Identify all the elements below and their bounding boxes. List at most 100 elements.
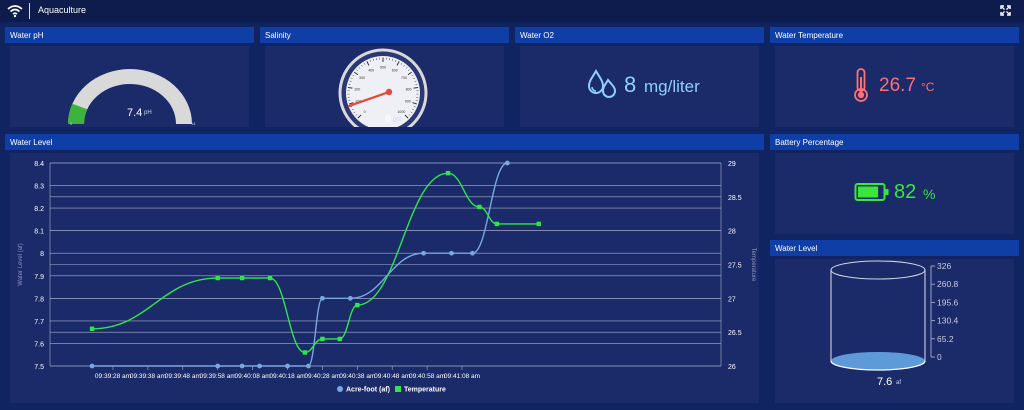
y-right-tick-label: 28 (728, 229, 736, 236)
chart-legend: Acre-foot (af) Temperature (337, 386, 446, 394)
acre-foot-point (449, 250, 454, 256)
salinity-minor-tick (356, 69, 359, 72)
battery-fill-level (858, 186, 879, 198)
legend-marker-temperature (395, 386, 401, 392)
acre-foot-point (306, 363, 311, 369)
salinity-tick-label: 200 (354, 87, 360, 91)
x-tick-label: 09:39:28 am (95, 373, 131, 380)
salinity-major-tick (396, 61, 400, 66)
acre-foot-point (320, 295, 325, 301)
acre-foot-point (239, 363, 245, 369)
ph-min-label: 0 (70, 121, 73, 126)
y-right-tick-label: 26 (728, 364, 736, 371)
y-left-tick-label: 7.6 (34, 341, 44, 348)
salinity-unit: ppt (393, 117, 402, 123)
water-level-chart: 8.4 8.3 8.2 8.1 8 7.9 7.8 7.7 7.6 7.5 29 28.5 28 27.5… (18, 160, 756, 394)
ph-panel-title: Water pH (5, 27, 254, 43)
salinity-tick-label: 100 (355, 100, 361, 104)
salinity-major-tick (412, 102, 417, 105)
acre-foot-point (89, 363, 95, 369)
x-tick-label: 09:40:08 am (235, 373, 271, 380)
series-line-temperature (92, 172, 539, 354)
salinity-minor-tick (410, 111, 413, 114)
app-title: Aquaculture (38, 5, 87, 15)
salinity-minor-tick (361, 64, 363, 67)
tank-scale-label: 326 (937, 261, 951, 271)
legend-marker-acre-foot (337, 386, 343, 392)
salinity-minor-tick (412, 108, 415, 111)
temperature-point (239, 275, 245, 281)
tank-panel: Water Level 326 260.8 195.6 130.4 65.2 0 7.6 … (770, 240, 1019, 406)
salinity-minor-tick (403, 64, 405, 67)
water-level-tank: 326 260.8 195.6 130.4 65.2 0 (830, 260, 959, 371)
fullscreen-icon[interactable] (1000, 5, 1011, 16)
salinity-tick-label: 300 (359, 76, 365, 80)
y-right-axis-label: Temperature (750, 248, 756, 282)
y-right-tick-label: 27 (728, 296, 736, 303)
salinity-minor-tick (407, 69, 410, 72)
salinity-tick-label: 400 (368, 68, 374, 72)
battery-panel-title: Battery Percentage (770, 134, 1019, 150)
salinity-major-tick (413, 86, 419, 89)
temperature-value: 26.7 (879, 75, 916, 96)
y-right-tick-label: 28.5 (728, 195, 742, 202)
y-left-tick-label: 8.2 (34, 206, 44, 213)
salinity-panel: Salinity 0 100 200 300 400 500 600 700 800 900 100… (260, 27, 509, 130)
acre-foot-point (347, 295, 353, 301)
salinity-major-tick (349, 102, 354, 105)
salinity-tick-label: 800 (406, 87, 412, 91)
acre-foot-point (504, 160, 510, 166)
tank-unit: af (896, 380, 902, 386)
salinity-minor-tick (351, 108, 354, 111)
temperature-panel-title: Water Temperature (770, 27, 1019, 43)
salinity-minor-tick (353, 111, 356, 114)
salinity-major-tick (366, 61, 370, 66)
y-left-tick-label: 8.1 (34, 229, 44, 236)
o2-value: 8 (624, 72, 637, 97)
temperature-point (355, 302, 360, 308)
y-right-tick-label: 29 (728, 161, 736, 168)
tank-panel-body: 326 260.8 195.6 130.4 65.2 0 7.6 af (775, 259, 1014, 403)
y-left-tick-label: 7.9 (34, 274, 44, 281)
x-tick-label: 09:39:38 am (130, 373, 166, 380)
x-tick-label: 09:41:08 am (444, 373, 480, 380)
temperature-point (267, 275, 273, 281)
temperature-panel-body: 26.7 °C (775, 46, 1014, 127)
water-drops-icon (587, 68, 616, 98)
salinity-minor-tick (392, 58, 394, 61)
salinity-minor-tick (350, 106, 353, 108)
y-left-tick-label: 7.7 (34, 319, 44, 326)
salinity-minor-tick (405, 66, 408, 69)
salinity-minor-tick (372, 58, 374, 61)
y-right-tick-label: 27.5 (728, 263, 742, 270)
temperature-point (445, 170, 451, 176)
ph-unit: pH (144, 110, 152, 116)
salinity-tick-label: 0 (364, 110, 366, 114)
salinity-minor-tick (413, 77, 416, 79)
salinity-tick-label: 900 (405, 100, 411, 104)
salinity-minor-tick (349, 80, 352, 82)
water-level-chart-title: Water Level (5, 134, 764, 150)
salinity-tick-label: 600 (392, 68, 398, 72)
temperature-point (536, 221, 541, 227)
salinity-major-tick (407, 71, 413, 76)
salinity-major-tick (347, 86, 353, 89)
acre-foot-point (257, 363, 262, 369)
tank-panel-title: Water Level (770, 240, 1019, 256)
x-tick-label: 09:39:58 am (200, 373, 236, 380)
y-left-tick-label: 7.8 (34, 296, 44, 303)
salinity-minor-tick (413, 106, 416, 108)
tank-scale-label: 65.2 (937, 334, 954, 344)
acre-foot-point (421, 250, 427, 256)
battery-unit: % (923, 186, 936, 202)
y-left-tick-label: 7.5 (34, 364, 44, 371)
x-tick-label: 09:39:48 am (165, 373, 201, 380)
salinity-minor-tick (411, 74, 414, 77)
temperature-point (477, 204, 482, 210)
temperature-unit: °C (921, 80, 935, 94)
legend-label-acre-foot: Acre-foot (af) (346, 387, 390, 394)
salinity-value: 8 (385, 114, 391, 125)
salinity-minor-tick (408, 114, 411, 116)
ph-gauge: 0 14 (68, 69, 196, 126)
salinity-tick-label: 500 (380, 66, 386, 70)
